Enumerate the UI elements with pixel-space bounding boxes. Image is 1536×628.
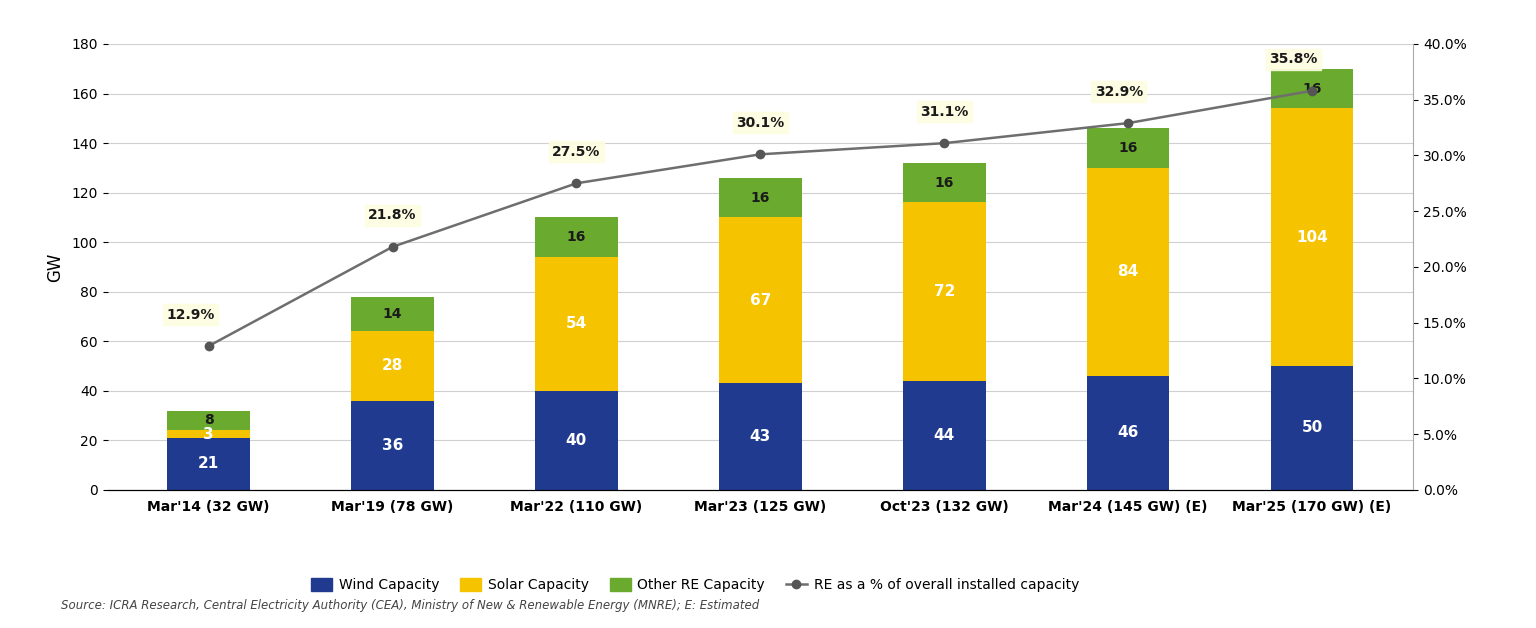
Text: 16: 16: [567, 230, 587, 244]
Text: 14: 14: [382, 307, 402, 321]
Bar: [719, 217, 802, 383]
Bar: [167, 438, 250, 490]
Text: 104: 104: [1296, 230, 1327, 245]
Bar: [903, 163, 986, 202]
Text: 21: 21: [198, 457, 220, 472]
Bar: [903, 381, 986, 490]
RE as a % of overall installed capacity: [567, 180, 585, 187]
Text: 67: 67: [750, 293, 771, 308]
RE as a % of overall installed capacity: [384, 243, 402, 251]
Text: 16: 16: [751, 190, 770, 205]
Text: 12.9%: 12.9%: [166, 308, 215, 322]
Bar: [1270, 109, 1353, 366]
Bar: [535, 257, 617, 391]
Text: 44: 44: [934, 428, 955, 443]
Text: 30.1%: 30.1%: [736, 116, 785, 130]
Bar: [1087, 168, 1169, 376]
Bar: [167, 430, 250, 438]
Text: 40: 40: [565, 433, 587, 448]
Text: 27.5%: 27.5%: [553, 145, 601, 159]
Text: 16: 16: [1118, 141, 1138, 155]
Text: 50: 50: [1301, 420, 1322, 435]
Text: 35.8%: 35.8%: [1269, 52, 1318, 66]
Bar: [1087, 128, 1169, 168]
Text: 31.1%: 31.1%: [920, 105, 968, 119]
Bar: [535, 217, 617, 257]
Bar: [352, 401, 435, 490]
Text: 21.8%: 21.8%: [369, 208, 416, 222]
Legend: Wind Capacity, Solar Capacity, Other RE Capacity, RE as a % of overall installed: Wind Capacity, Solar Capacity, Other RE …: [306, 573, 1084, 598]
Text: 8: 8: [204, 413, 214, 428]
Text: 72: 72: [934, 284, 955, 299]
Text: 28: 28: [382, 359, 404, 374]
RE as a % of overall installed capacity: [1303, 87, 1321, 95]
Text: 16: 16: [1303, 82, 1321, 95]
Bar: [1270, 366, 1353, 490]
Bar: [535, 391, 617, 490]
Bar: [352, 332, 435, 401]
Y-axis label: GW: GW: [46, 252, 65, 281]
RE as a % of overall installed capacity: [751, 151, 770, 158]
Text: 84: 84: [1118, 264, 1138, 279]
Bar: [1270, 68, 1353, 109]
RE as a % of overall installed capacity: [935, 139, 954, 147]
Text: 36: 36: [382, 438, 404, 453]
Bar: [719, 178, 802, 217]
RE as a % of overall installed capacity: [200, 342, 218, 350]
Bar: [167, 411, 250, 430]
Line: RE as a % of overall installed capacity: RE as a % of overall installed capacity: [204, 87, 1316, 350]
Text: 43: 43: [750, 429, 771, 444]
Text: Source: ICRA Research, Central Electricity Authority (CEA), Ministry of New & Re: Source: ICRA Research, Central Electrici…: [61, 599, 760, 612]
RE as a % of overall installed capacity: [1118, 119, 1137, 127]
Text: 16: 16: [934, 176, 954, 190]
Bar: [1087, 376, 1169, 490]
Text: 54: 54: [565, 317, 587, 332]
Bar: [719, 383, 802, 490]
Text: 46: 46: [1117, 425, 1138, 440]
Text: 3: 3: [203, 426, 214, 441]
Bar: [352, 296, 435, 332]
Bar: [903, 202, 986, 381]
Text: 32.9%: 32.9%: [1095, 85, 1143, 99]
